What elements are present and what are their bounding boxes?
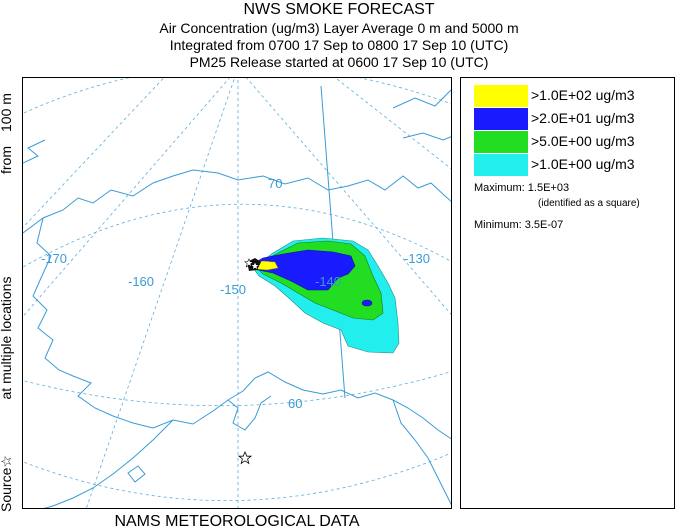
multiple-locations-label: at multiple locations — [0, 276, 14, 400]
west-coast — [32, 217, 114, 417]
lat-label-70: 70 — [268, 176, 282, 191]
south-coast — [112, 371, 451, 440]
maximum-note: (identified as a square) — [538, 198, 640, 209]
from-label: from — [0, 146, 14, 174]
alaska-peninsula — [43, 419, 174, 508]
meridian-line-160 — [86, 78, 235, 508]
smoke-plume — [247, 237, 400, 354]
legend-swatch-cyan — [474, 154, 528, 176]
meridian-line-170b — [23, 78, 165, 228]
lon-label-150: -150 — [220, 282, 246, 297]
source-star-icon — [237, 450, 253, 465]
northeast-islands — [402, 132, 451, 141]
kenai-inlet — [227, 395, 272, 431]
legend-label-4: >1.0E+00 ug/m3 — [531, 156, 635, 172]
beaufort-islands — [392, 89, 451, 109]
legend-swatch-green — [474, 131, 528, 153]
graticule — [23, 78, 451, 508]
legend-swatch-blue — [474, 108, 528, 130]
height-label: 100 m — [0, 93, 14, 132]
smoke-map: -170 -160 -150 -140 -130 70 60 — [22, 77, 452, 509]
chukotka — [23, 139, 46, 164]
maximum-value: Maximum: 1.5E+03 — [474, 182, 570, 194]
latitude-line-50 — [23, 452, 451, 501]
latitude-line-60 — [23, 371, 451, 407]
source-markers — [237, 258, 260, 465]
meridian-line-170 — [23, 78, 230, 318]
plume-blue-layer — [248, 249, 356, 291]
legend-label-2: >2.0E+01 ug/m3 — [531, 110, 635, 126]
latitude-line-70 — [23, 203, 451, 268]
plume-blue-spot — [361, 299, 373, 307]
source-side-label: Source☆ at multiple locations from 100 m — [0, 72, 18, 512]
lon-label-170: -170 — [41, 251, 67, 266]
coastline — [23, 89, 451, 508]
kodiak-island — [127, 465, 146, 483]
map-canvas: -170 -160 -150 -140 -130 70 60 — [23, 78, 451, 508]
panhandle — [392, 399, 451, 506]
latitude-line-80 — [23, 78, 451, 114]
integration-period: Integrated from 0700 17 Sep to 0800 17 S… — [169, 37, 509, 53]
minimum-value: Minimum: 3.5E-07 — [474, 219, 564, 231]
concentration-subtitle: Air Concentration (ug/m3) Layer Average … — [159, 20, 519, 36]
legend-label-3: >5.0E+00 ug/m3 — [531, 133, 635, 149]
meteorological-data-label: NAMS METEOROLOGICAL DATA — [114, 513, 360, 530]
meridian-line-extra — [335, 78, 451, 170]
release-start: PM25 Release started at 0600 17 Sep 10 (… — [189, 54, 489, 70]
lon-label-140: -140 — [315, 274, 341, 289]
legend-panel: >1.0E+02 ug/m3 >2.0E+01 ug/m3 >5.0E+00 u… — [460, 77, 675, 509]
legend-swatch-yellow — [474, 85, 528, 107]
source-star-label: Source☆ — [0, 455, 14, 512]
lon-label-130: -130 — [404, 251, 430, 266]
arctic-coast — [23, 169, 451, 234]
source-star-icon — [250, 261, 260, 271]
lon-label-160: -160 — [128, 274, 154, 289]
legend-label-1: >1.0E+02 ug/m3 — [531, 87, 635, 103]
graticule-labels: -170 -160 -150 -140 -130 70 60 — [41, 176, 430, 411]
lat-label-60: 60 — [288, 396, 302, 411]
forecast-title: NWS SMOKE FORECAST — [243, 1, 435, 18]
